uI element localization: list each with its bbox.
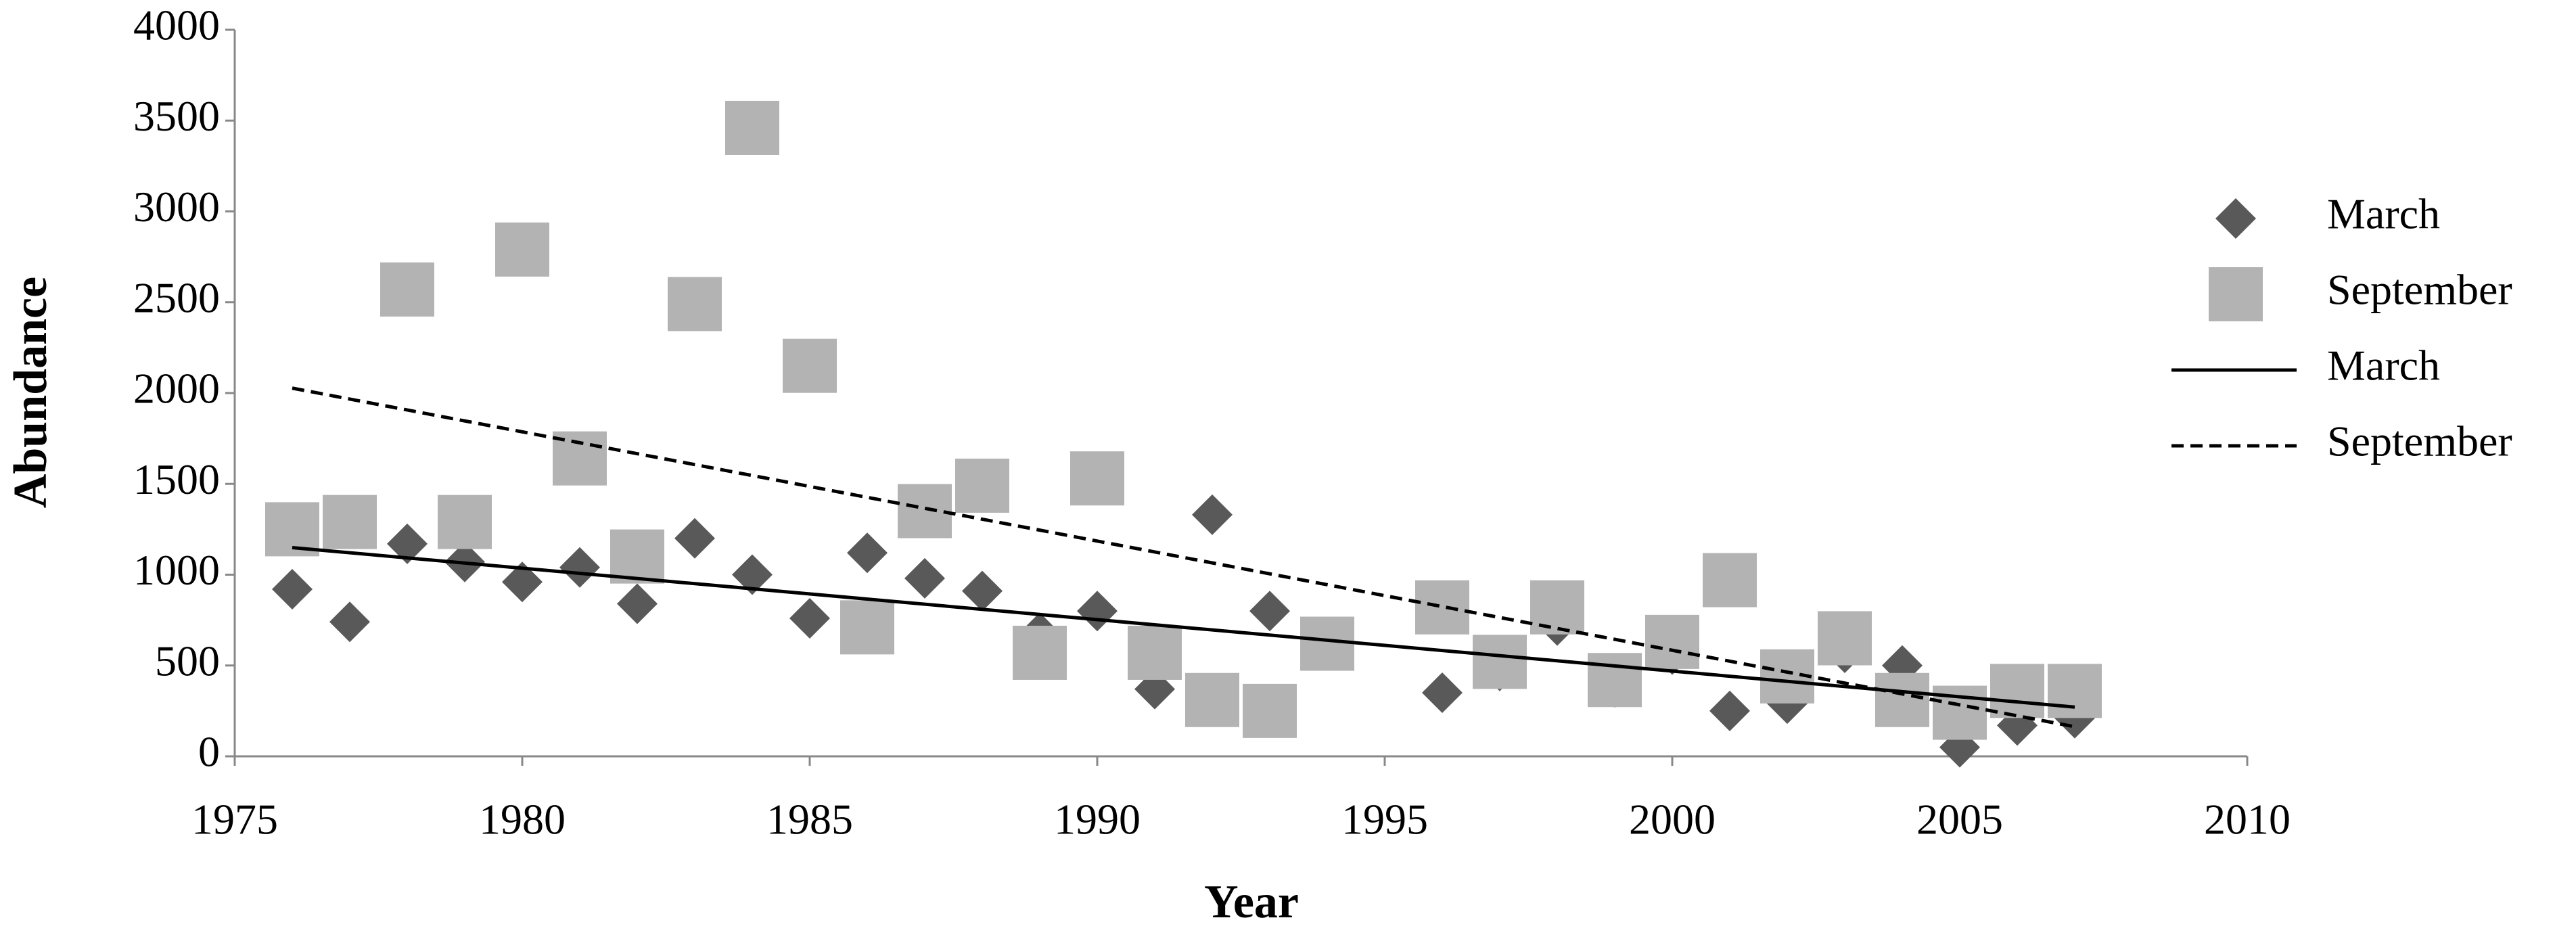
x-tick-label: 1985 xyxy=(766,796,853,844)
data-point xyxy=(904,557,945,599)
data-point xyxy=(783,338,837,393)
data-point xyxy=(955,458,1009,513)
data-point xyxy=(610,529,664,584)
y-tick-label: 3000 xyxy=(133,183,220,231)
legend-label: March xyxy=(2327,342,2440,390)
data-point xyxy=(1645,614,1699,669)
data-point xyxy=(1530,580,1584,635)
data-point xyxy=(1192,494,1233,535)
data-point xyxy=(1243,683,1297,738)
data-point xyxy=(1588,653,1642,708)
legend-marker xyxy=(2209,267,2263,321)
data-point xyxy=(495,222,549,277)
data-point xyxy=(732,554,773,595)
data-point xyxy=(725,100,779,155)
data-point xyxy=(438,495,492,549)
data-point xyxy=(1709,690,1750,731)
data-point xyxy=(674,518,715,559)
x-tick-label: 1990 xyxy=(1054,796,1141,844)
data-point xyxy=(1473,635,1527,689)
data-point xyxy=(2048,664,2102,718)
trend-line xyxy=(292,386,2075,729)
data-point xyxy=(1415,580,1469,635)
data-point xyxy=(265,502,319,557)
x-tick-label: 1975 xyxy=(191,796,278,844)
data-point xyxy=(323,495,377,549)
data-point xyxy=(1128,625,1182,680)
data-point xyxy=(1422,672,1463,714)
y-tick-label: 500 xyxy=(155,637,220,685)
data-point xyxy=(898,484,952,538)
legend-label: September xyxy=(2327,266,2512,314)
data-point xyxy=(1070,451,1124,506)
data-point xyxy=(1875,672,1929,727)
y-tick-label: 0 xyxy=(198,728,220,776)
y-axis-title: Abundance xyxy=(5,277,57,508)
x-axis-title: Year xyxy=(1204,876,1299,928)
data-point xyxy=(617,583,658,624)
data-point xyxy=(962,570,1003,612)
y-tick-label: 2000 xyxy=(133,365,220,413)
legend-marker xyxy=(2215,198,2256,239)
x-tick-label: 2010 xyxy=(2204,796,2291,844)
trend-line xyxy=(292,546,2075,709)
data-point xyxy=(1300,616,1354,671)
data-point xyxy=(559,547,600,588)
y-tick-label: 2500 xyxy=(133,273,220,321)
data-point xyxy=(789,597,830,639)
x-tick-label: 2005 xyxy=(1916,796,2003,844)
legend-label: March xyxy=(2327,190,2440,238)
legend-label: September xyxy=(2327,417,2512,465)
data-point xyxy=(272,568,313,610)
data-point xyxy=(380,262,434,317)
data-point xyxy=(840,600,894,655)
y-tick-label: 1000 xyxy=(133,546,220,594)
y-tick-label: 1500 xyxy=(133,455,220,503)
data-point xyxy=(1077,591,1118,632)
data-point xyxy=(1703,553,1757,607)
data-point xyxy=(1990,664,2044,718)
x-tick-label: 1980 xyxy=(479,796,566,844)
data-point xyxy=(847,532,888,574)
data-point xyxy=(502,561,543,603)
data-point xyxy=(1818,611,1872,666)
data-point xyxy=(387,523,428,564)
data-point xyxy=(1013,625,1067,680)
x-tick-label: 2000 xyxy=(1629,796,1716,844)
data-point xyxy=(329,601,370,643)
x-tick-label: 1995 xyxy=(1341,796,1428,844)
data-point xyxy=(1185,672,1239,727)
data-point xyxy=(668,277,722,331)
data-point xyxy=(1249,591,1290,632)
y-tick-label: 3500 xyxy=(133,92,220,140)
y-tick-label: 4000 xyxy=(133,1,220,49)
